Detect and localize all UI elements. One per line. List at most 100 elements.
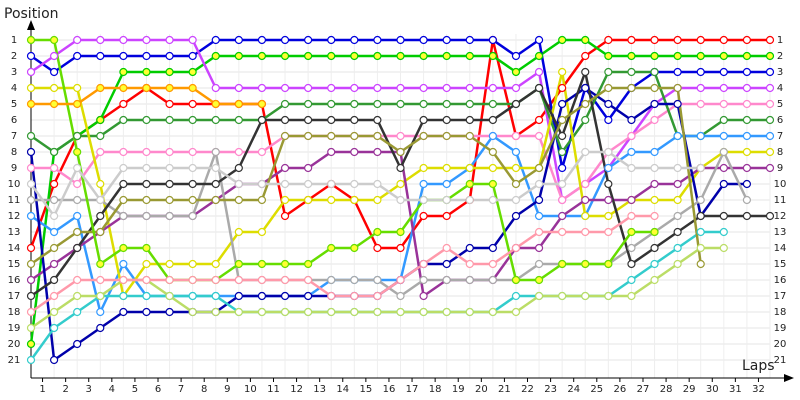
lap-marker	[188, 179, 197, 189]
lap-marker	[627, 147, 636, 157]
y-tick-label-right: 21	[774, 355, 787, 366]
lap-marker	[96, 307, 105, 317]
lap-marker	[257, 147, 267, 157]
x-tick-label: 3	[86, 384, 92, 395]
lap-marker	[488, 83, 497, 93]
lap-marker	[442, 275, 451, 285]
y-tick-label-right: 4	[777, 83, 783, 94]
lap-marker	[373, 291, 382, 301]
lap-marker	[627, 211, 636, 221]
y-tick-label: 21	[8, 355, 21, 366]
lap-marker	[488, 275, 497, 285]
x-tick-label: 8	[201, 384, 207, 395]
lap-marker	[304, 35, 313, 45]
markers	[26, 35, 775, 365]
lap-marker	[765, 131, 775, 141]
lap-marker	[327, 131, 336, 141]
lap-marker	[373, 147, 382, 157]
x-axis-arrow	[784, 374, 794, 382]
lap-marker	[304, 131, 313, 141]
lap-marker	[627, 115, 636, 125]
lap-marker	[73, 339, 82, 349]
lap-marker	[142, 83, 151, 93]
y-tick-label-right: 11	[774, 195, 787, 206]
lap-marker	[488, 115, 497, 125]
lap-marker	[558, 227, 567, 237]
lap-marker	[627, 243, 636, 253]
lap-marker	[488, 35, 497, 45]
lap-marker	[696, 259, 705, 269]
lap-marker	[442, 179, 451, 189]
lap-marker	[419, 99, 428, 109]
lap-marker	[73, 275, 82, 285]
lap-marker	[142, 163, 151, 173]
x-tick-label: 29	[683, 384, 696, 395]
lap-marker	[211, 259, 220, 269]
lap-marker	[96, 115, 105, 125]
lap-marker	[234, 291, 243, 301]
lap-marker	[165, 115, 174, 125]
lap-marker	[26, 99, 36, 109]
lap-marker	[142, 291, 151, 301]
lap-marker	[304, 51, 313, 61]
lap-marker	[442, 99, 451, 109]
lap-marker	[696, 195, 705, 205]
y-tick-label: 9	[11, 163, 17, 174]
lap-marker	[73, 195, 82, 205]
lap-marker	[627, 51, 636, 61]
y-tick-label-right: 14	[774, 243, 787, 254]
lap-marker	[96, 275, 105, 285]
lap-marker	[511, 179, 521, 189]
lap-marker	[534, 115, 544, 125]
lap-marker	[142, 179, 151, 189]
lap-marker	[73, 243, 82, 253]
lap-marker	[350, 243, 359, 253]
lap-marker	[465, 179, 474, 189]
y-tick-label: 11	[8, 195, 21, 206]
lap-marker	[604, 163, 613, 173]
x-tick-label: 19	[452, 384, 465, 395]
x-tick-label: 23	[544, 384, 557, 395]
x-tick-label: 6	[155, 384, 161, 395]
lap-marker	[280, 179, 290, 189]
lap-marker	[188, 83, 197, 93]
lap-marker	[304, 83, 313, 93]
lap-marker	[742, 67, 752, 77]
lap-marker	[488, 307, 497, 317]
lap-marker	[26, 51, 36, 61]
lap-marker	[396, 131, 405, 141]
x-tick-label: 7	[178, 384, 184, 395]
y-tick-label-right: 18	[774, 307, 787, 318]
lap-marker	[373, 195, 382, 205]
lap-marker	[280, 275, 290, 285]
lap-marker	[765, 211, 775, 221]
lap-marker	[165, 179, 174, 189]
lap-marker	[26, 35, 36, 45]
lap-marker	[26, 147, 36, 157]
lap-marker	[396, 179, 405, 189]
series-line	[30, 86, 702, 266]
lap-marker	[280, 131, 290, 141]
lap-marker	[765, 147, 775, 157]
lap-marker	[742, 35, 752, 45]
lap-marker	[465, 131, 474, 141]
lap-marker	[696, 243, 705, 253]
lap-marker	[327, 275, 336, 285]
x-tick-label: 18	[429, 384, 442, 395]
lap-marker	[719, 131, 728, 141]
lap-marker	[719, 227, 728, 237]
lap-marker	[257, 227, 267, 237]
lap-marker	[165, 83, 174, 93]
lap-marker	[604, 227, 613, 237]
lap-marker	[511, 307, 521, 317]
lap-marker	[673, 67, 682, 77]
lap-marker	[49, 243, 59, 253]
lap-marker	[558, 99, 567, 109]
lap-marker	[719, 211, 728, 221]
y-tick-label-right: 10	[774, 179, 787, 190]
lap-marker	[465, 51, 474, 61]
lap-marker	[673, 211, 682, 221]
lap-marker	[673, 179, 682, 189]
y-tick-label: 2	[11, 51, 17, 62]
